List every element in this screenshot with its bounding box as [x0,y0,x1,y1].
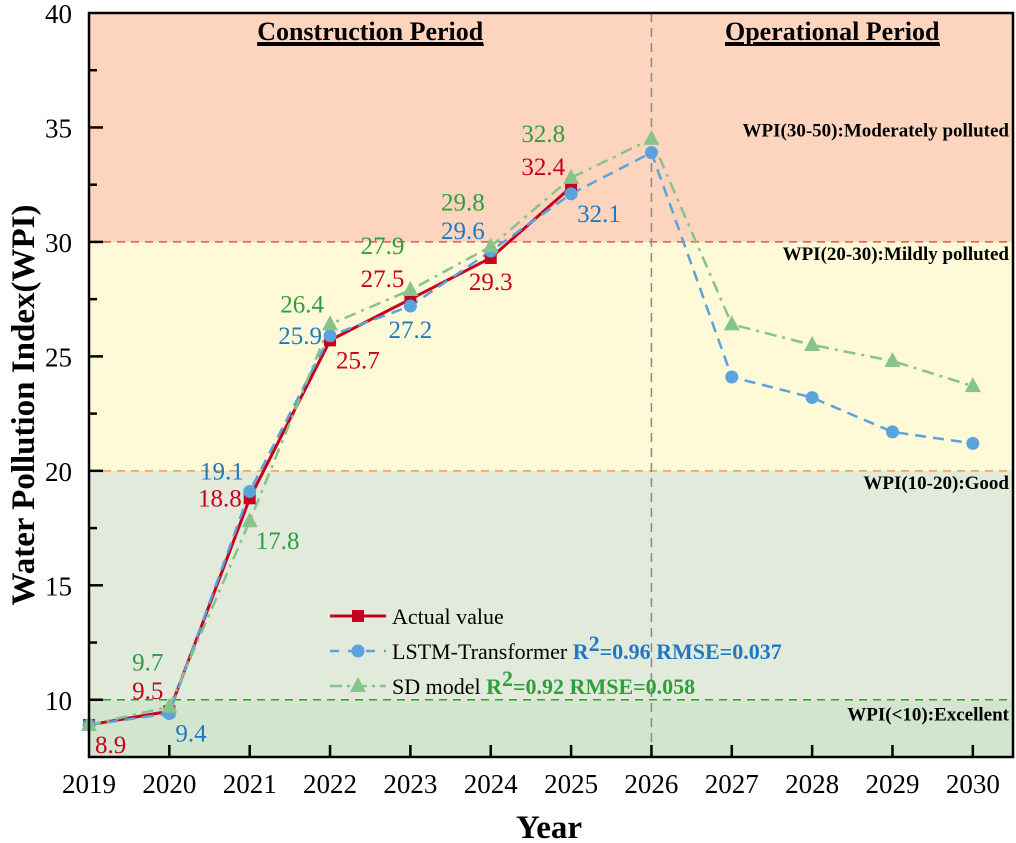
legend-marker [351,644,365,658]
data-point [804,335,821,351]
plot-frame [87,11,1015,759]
x-tick-label: 2021 [223,769,277,799]
x-tick-label: 2024 [464,769,519,799]
series-line-lstm-transformer [88,151,974,727]
data-point [643,129,660,145]
y-tick-label: 20 [45,457,72,487]
period-title: Construction Period [257,17,484,46]
data-point [564,187,578,201]
legend-label: Actual value [392,604,504,629]
data-label: 9.7 [132,650,163,677]
y-tick-label: 40 [45,0,72,29]
legend-marker [352,610,364,622]
x-tick-label: 2023 [383,769,437,799]
legend-label: LSTM-Transformer R2=0.96 RMSE=0.037 [392,631,782,664]
data-label: 25.9 [278,323,322,350]
period-titles: Construction Period Operational Period [257,17,940,46]
data-label: 29.8 [441,190,485,217]
y-tick-label: 25 [45,342,72,372]
x-tick-label: 2022 [303,769,357,799]
data-point [805,391,819,405]
data-label: 27.9 [361,233,405,260]
y-axis-title: Water Pollution Index(WPI) [6,205,42,606]
data-point [403,299,417,313]
data-label: 9.5 [132,678,163,705]
data-point [482,237,499,253]
data-label: 32.1 [577,201,621,228]
y-tick-label: 30 [45,228,72,258]
series-line-sd-model [88,137,974,727]
x-tick-label: 2025 [544,769,598,799]
data-label: 29.3 [469,269,513,296]
data-label: 8.9 [95,732,126,759]
period-title: Operational Period [725,17,940,46]
zone-label: WPI(30-50):Moderately polluted [743,121,1010,142]
data-point [243,484,257,498]
legend-marker [350,677,366,692]
data-point [884,351,901,367]
data-label: 29.6 [441,218,485,245]
y-tick-label: 10 [45,686,72,716]
data-point [563,168,580,184]
y-tick-label: 35 [45,113,72,143]
zone-band-1 [89,241,1013,471]
data-label: 27.5 [361,266,405,293]
x-tick-label: 2026 [624,769,678,799]
zone-label: WPI(10-20):Good [863,473,1009,494]
data-label: 17.8 [256,528,300,555]
data-point [322,315,339,331]
x-tick-label: 2019 [62,769,116,799]
data-label: 32.4 [521,154,565,181]
data-label: 25.7 [336,347,380,374]
x-tick-label: 2028 [785,769,839,799]
data-point [161,697,178,713]
zone-labels: WPI(30-50):Moderately polluted WPI(20-30)… [743,121,1010,726]
zone-threshold-lines [89,241,1013,701]
data-point [644,146,658,160]
x-tick-label: 2029 [865,769,919,799]
data-point [723,315,740,331]
data-label: 9.4 [175,721,207,748]
data-labels: 8.99.5 18.8 25.7 27.5 29.3 32.4 9.4 19.1 25.9 27.… [95,121,621,759]
x-tick-label: 2030 [946,769,1000,799]
y-tick-label: 15 [45,571,72,601]
data-label: 26.4 [280,291,324,318]
data-label: 32.8 [521,121,565,148]
x-axis-ticks: 2019 2020 2021 2022 2023 2024 2025 2026 2027 2028… [62,745,1000,799]
y-axis-ticks: 10 15 20 25 30 35 40 [45,0,103,716]
data-point [964,377,981,393]
x-tick-label: 2027 [705,769,759,799]
data-label: 18.8 [198,485,242,512]
x-tick-label: 2020 [142,769,196,799]
data-point [725,370,739,384]
data-point [966,436,980,450]
zone-label: WPI(20-30):Mildly polluted [783,244,1010,265]
data-label: 19.1 [200,458,244,485]
legend-label: SD model R2=0.92 RMSE=0.058 [392,666,695,699]
data-point [885,425,899,439]
zone-band-3 [89,699,1013,757]
data-point [402,280,419,296]
data-point [241,512,258,528]
series-markers [81,129,981,732]
zone-label: WPI(<10):Excellent [847,704,1009,725]
data-label: 27.2 [389,317,433,344]
data-point [323,329,337,343]
x-axis-title: Year [516,810,582,843]
